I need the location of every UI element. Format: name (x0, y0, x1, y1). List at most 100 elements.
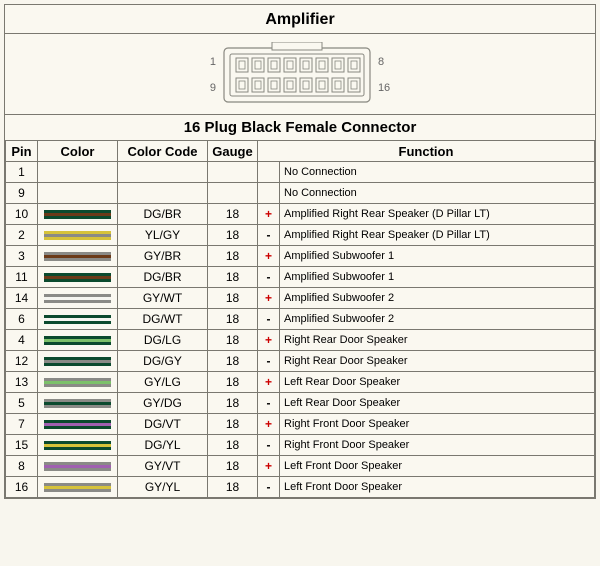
col-gauge: Gauge (208, 141, 258, 162)
cell-polarity: - (258, 393, 280, 414)
cell-function: Amplified Right Rear Speaker (D Pillar L… (280, 204, 595, 225)
cell-pin: 9 (6, 183, 38, 204)
cell-gauge: 18 (208, 225, 258, 246)
cell-polarity: + (258, 204, 280, 225)
cell-gauge: 18 (208, 204, 258, 225)
connector-icon (222, 42, 372, 108)
cell-polarity: - (258, 309, 280, 330)
pin-label-top-right: 8 (378, 56, 384, 68)
cell-gauge: 18 (208, 414, 258, 435)
col-function: Function (258, 141, 595, 162)
cell-function: Amplified Subwoofer 1 (280, 267, 595, 288)
cell-function: Left Front Door Speaker (280, 477, 595, 498)
cell-pin: 10 (6, 204, 38, 225)
cell-pin: 3 (6, 246, 38, 267)
cell-gauge: 18 (208, 246, 258, 267)
cell-gauge: 18 (208, 393, 258, 414)
wire-icon (44, 315, 111, 324)
table-row: 7DG/VT18+Right Front Door Speaker (6, 414, 595, 435)
table-row: 6DG/WT18-Amplified Subwoofer 2 (6, 309, 595, 330)
wire-icon (44, 336, 111, 345)
cell-polarity: + (258, 372, 280, 393)
cell-gauge (208, 162, 258, 183)
subtitle: 16 Plug Black Female Connector (5, 115, 595, 140)
cell-polarity (258, 183, 280, 204)
cell-function: Left Front Door Speaker (280, 456, 595, 477)
table-row: 11DG/BR18-Amplified Subwoofer 1 (6, 267, 595, 288)
cell-gauge (208, 183, 258, 204)
cell-function: Right Rear Door Speaker (280, 351, 595, 372)
table-row: 10DG/BR18+Amplified Right Rear Speaker (… (6, 204, 595, 225)
wire-icon (44, 378, 111, 387)
cell-color-code: GY/WT (118, 288, 208, 309)
cell-wire-swatch (38, 477, 118, 498)
table-row: 8GY/VT18+Left Front Door Speaker (6, 456, 595, 477)
wire-icon (44, 294, 111, 303)
cell-function: Amplified Right Rear Speaker (D Pillar L… (280, 225, 595, 246)
cell-pin: 12 (6, 351, 38, 372)
cell-wire-swatch (38, 246, 118, 267)
cell-wire-swatch (38, 414, 118, 435)
table-row: 4DG/LG18+Right Rear Door Speaker (6, 330, 595, 351)
pin-label-top-left: 1 (210, 56, 216, 68)
cell-function: No Connection (280, 183, 595, 204)
wire-icon (44, 252, 111, 261)
cell-gauge: 18 (208, 288, 258, 309)
wire-icon (44, 483, 111, 492)
cell-pin: 15 (6, 435, 38, 456)
cell-function: Amplified Subwoofer 2 (280, 309, 595, 330)
pin-label-bottom-left: 9 (210, 82, 216, 94)
cell-pin: 8 (6, 456, 38, 477)
cell-pin: 5 (6, 393, 38, 414)
cell-polarity: - (258, 225, 280, 246)
connector-wrap: 1 9 8 16 (210, 42, 390, 108)
wire-icon (44, 399, 111, 408)
cell-gauge: 18 (208, 456, 258, 477)
cell-color-code: GY/LG (118, 372, 208, 393)
wire-icon (44, 357, 111, 366)
cell-polarity: - (258, 435, 280, 456)
cell-pin: 14 (6, 288, 38, 309)
cell-color-code: DG/WT (118, 309, 208, 330)
cell-function: Amplified Subwoofer 1 (280, 246, 595, 267)
cell-polarity: + (258, 330, 280, 351)
cell-pin: 1 (6, 162, 38, 183)
col-pin: Pin (6, 141, 38, 162)
cell-wire-swatch (38, 330, 118, 351)
col-code: Color Code (118, 141, 208, 162)
cell-polarity: - (258, 351, 280, 372)
cell-wire-swatch (38, 204, 118, 225)
table-row: 12 DG/GY18-Right Rear Door Speaker (6, 351, 595, 372)
wire-icon (44, 420, 111, 429)
cell-color-code: DG/GY (118, 351, 208, 372)
cell-color-code: GY/BR (118, 246, 208, 267)
table-header-row: Pin Color Color Code Gauge Function (6, 141, 595, 162)
cell-polarity: + (258, 246, 280, 267)
cell-polarity (258, 162, 280, 183)
cell-function: Right Rear Door Speaker (280, 330, 595, 351)
cell-gauge: 18 (208, 351, 258, 372)
cell-color-code: GY/VT (118, 456, 208, 477)
cell-gauge: 18 (208, 309, 258, 330)
table-row: 9 No Connection (6, 183, 595, 204)
cell-gauge: 18 (208, 435, 258, 456)
cell-wire-swatch (38, 288, 118, 309)
cell-wire-swatch (38, 225, 118, 246)
wire-icon (44, 462, 111, 471)
table-row: 14GY/WT18+Amplified Subwoofer 2 (6, 288, 595, 309)
table-row: 13GY/LG18+Left Rear Door Speaker (6, 372, 595, 393)
cell-pin: 7 (6, 414, 38, 435)
cell-gauge: 18 (208, 477, 258, 498)
pin-label-bottom-right: 16 (378, 82, 390, 94)
cell-wire-swatch (38, 183, 118, 204)
cell-pin: 11 (6, 267, 38, 288)
table-row: 16GY/YL18-Left Front Door Speaker (6, 477, 595, 498)
cell-color-code: GY/DG (118, 393, 208, 414)
cell-function: No Connection (280, 162, 595, 183)
pinout-table: Pin Color Color Code Gauge Function 1 No … (5, 140, 595, 498)
cell-color-code: DG/LG (118, 330, 208, 351)
cell-wire-swatch (38, 393, 118, 414)
connector-area: 1 9 8 16 (5, 34, 595, 115)
cell-polarity: + (258, 414, 280, 435)
cell-function: Left Rear Door Speaker (280, 393, 595, 414)
